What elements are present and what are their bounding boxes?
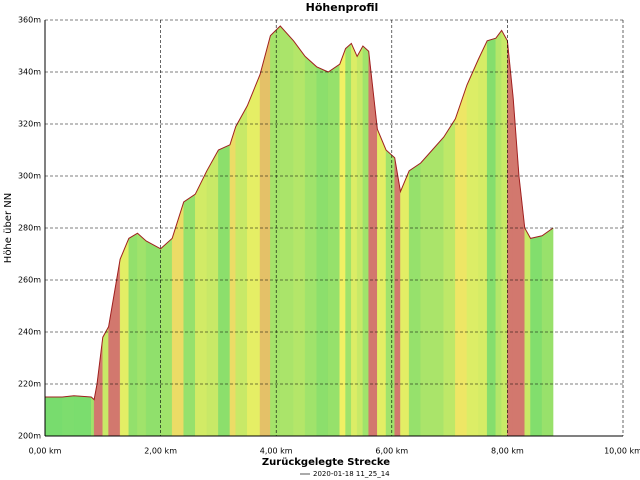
area-segment — [455, 84, 468, 437]
y-tick-label: 260m — [18, 276, 41, 285]
y-tick-label: 280m — [18, 224, 41, 233]
x-tick-label: 6,00 km — [375, 447, 408, 456]
area-segment — [293, 40, 306, 437]
area-segment — [195, 170, 208, 437]
area-segment — [137, 232, 147, 437]
profile-line — [45, 25, 554, 401]
area-segment — [160, 237, 173, 437]
area-segment — [62, 395, 75, 437]
area-segment — [128, 232, 138, 437]
area-segment — [368, 51, 378, 437]
area-segment — [108, 292, 115, 437]
y-tick-label: 220m — [18, 380, 41, 389]
area-segment — [351, 43, 358, 437]
chart-title: Höhenprofil — [306, 1, 379, 14]
area-segment — [145, 240, 161, 437]
area-segment — [206, 149, 219, 437]
area-segment — [362, 45, 369, 437]
area-segment — [478, 40, 488, 437]
x-axis-label: Zurückgelegte Strecke — [262, 457, 390, 468]
area-segment — [443, 117, 456, 437]
y-tick-label: 200m — [18, 432, 41, 441]
area-segment — [247, 74, 261, 437]
area-segment — [377, 129, 387, 437]
area-segment — [229, 126, 236, 437]
area-segment — [432, 136, 445, 437]
area-segment — [345, 42, 352, 437]
area-segment — [90, 396, 95, 437]
area-segment — [339, 48, 346, 437]
area-segment — [218, 144, 231, 437]
legend-label: 2020-01-18 11_25_14 — [313, 470, 390, 478]
area-segment — [171, 201, 184, 437]
y-tick-label: 360m — [18, 16, 41, 25]
area-segment — [466, 58, 479, 437]
area-segment — [394, 157, 401, 437]
area-segment — [327, 63, 341, 437]
y-tick-label: 240m — [18, 328, 41, 337]
area-segment — [235, 104, 248, 437]
area-segment — [486, 37, 497, 437]
x-tick-label: 2,00 km — [144, 447, 177, 456]
y-tick-label: 300m — [18, 172, 41, 181]
area-segment — [420, 149, 433, 437]
y-tick-label: 340m — [18, 68, 41, 77]
y-tick-label: 320m — [18, 120, 41, 129]
area-segment — [304, 55, 317, 437]
area-segment — [316, 66, 329, 437]
area-segment — [73, 395, 92, 437]
area-segment — [356, 45, 364, 437]
area-segment — [119, 238, 130, 437]
y-axis-label: Höhe über NN — [3, 193, 14, 263]
area-segment — [102, 325, 109, 437]
area-segment — [385, 149, 395, 437]
area-segment — [400, 170, 410, 437]
area-segment — [501, 29, 508, 437]
x-tick-label: 10,00 km — [604, 447, 640, 456]
area-segment — [96, 337, 104, 437]
x-tick-label: 0,00 km — [29, 447, 62, 456]
area-segment — [495, 29, 502, 437]
area-segment — [270, 25, 281, 437]
area-segment — [408, 162, 421, 437]
area-segment — [530, 235, 543, 437]
area-segment — [259, 35, 271, 437]
area-segment — [507, 40, 514, 437]
area-segment — [512, 97, 520, 437]
area-segment — [44, 396, 63, 437]
area-segment — [518, 175, 525, 437]
area-segment — [279, 25, 294, 437]
x-tick-label: 8,00 km — [491, 447, 524, 456]
area-segment — [183, 193, 196, 437]
x-tick-label: 4,00 km — [260, 447, 293, 456]
